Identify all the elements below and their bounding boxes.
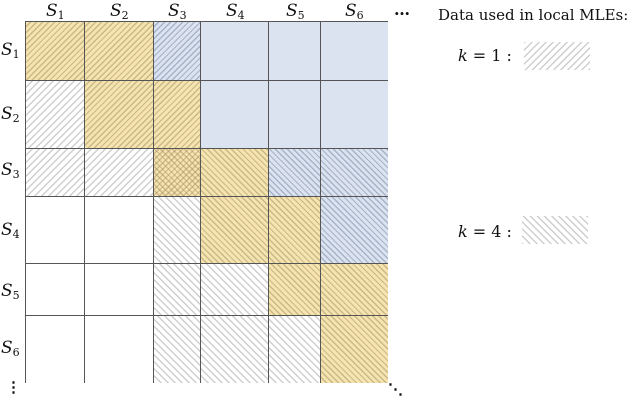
- col-label-s5: S5: [286, 1, 305, 22]
- cell-r3-c6: [320, 148, 388, 196]
- col-label-s6: S6: [345, 1, 364, 22]
- cell-r1-c5: [268, 21, 320, 80]
- cell-r3-c3: [153, 148, 200, 196]
- cell-r3-c5: [268, 148, 320, 196]
- cell-r1-c6: [320, 21, 388, 80]
- grid-hline: [25, 195, 388, 197]
- cell-r4-c5: [268, 196, 320, 263]
- legend-swatch-k4-backward-hatch: [522, 216, 588, 244]
- cell-r4-c2: [84, 196, 153, 263]
- legend-title: Data used in local MLEs:: [438, 6, 629, 24]
- diagonal-ellipsis: ⋱: [388, 380, 404, 398]
- grid-vline: [319, 21, 321, 383]
- col-label-s2: S2: [110, 1, 129, 22]
- row-label-s4: S4: [1, 220, 20, 241]
- cell-r6-c4: [200, 315, 268, 383]
- cell-r3-c4: [200, 148, 268, 196]
- cell-r4-c6: [320, 196, 388, 263]
- grid-hline: [25, 147, 388, 149]
- cell-r2-c5: [268, 80, 320, 148]
- cell-r3-c2: [84, 148, 153, 196]
- cell-r5-c5: [268, 263, 320, 315]
- grid-vline: [152, 21, 154, 383]
- cell-r2-c3: [153, 80, 200, 148]
- col-label-s3: S3: [168, 1, 187, 22]
- cell-r3-c1: [25, 148, 84, 196]
- grid-hline: [25, 20, 388, 22]
- grid-vline: [267, 21, 269, 383]
- row-label-s5: S5: [1, 281, 20, 302]
- cell-r6-c6: [320, 315, 388, 383]
- cell-r5-c1: [25, 263, 84, 315]
- col-label-s4: S4: [226, 1, 245, 22]
- cell-r2-c6: [320, 80, 388, 148]
- cell-r2-c4: [200, 80, 268, 148]
- grid-vline: [24, 21, 26, 383]
- cell-r5-c6: [320, 263, 388, 315]
- cell-r4-c3: [153, 196, 200, 263]
- row-label-s2: S2: [1, 104, 20, 125]
- cell-r4-c4: [200, 196, 268, 263]
- row-label-s1: S1: [1, 40, 20, 61]
- cell-r4-c1: [25, 196, 84, 263]
- row-ellipsis: ⋮: [6, 378, 22, 396]
- cell-r1-c1: [25, 21, 84, 80]
- grid-vline: [83, 21, 85, 383]
- column-ellipsis: …: [394, 0, 411, 19]
- cell-r2-c2: [84, 80, 153, 148]
- cell-r6-c5: [268, 315, 320, 383]
- grid-vline: [199, 21, 201, 383]
- cell-r6-c1: [25, 315, 84, 383]
- row-label-s3: S3: [1, 160, 20, 181]
- cell-r1-c3: [153, 21, 200, 80]
- grid-hline: [25, 262, 388, 264]
- grid-hline: [25, 314, 388, 316]
- legend-label-k4: k = 4 :: [458, 222, 512, 241]
- cell-r5-c3: [153, 263, 200, 315]
- grid-hline: [25, 79, 388, 81]
- cell-r6-c2: [84, 315, 153, 383]
- legend-swatch-k1-forward-hatch: [524, 42, 590, 70]
- cell-r6-c3: [153, 315, 200, 383]
- cell-r1-c2: [84, 21, 153, 80]
- cell-r1-c4: [200, 21, 268, 80]
- row-label-s6: S6: [1, 338, 20, 359]
- cell-r2-c1: [25, 80, 84, 148]
- cell-r5-c2: [84, 263, 153, 315]
- cell-r5-c4: [200, 263, 268, 315]
- legend-label-k1: k = 1 :: [458, 46, 512, 65]
- col-label-s1: S1: [46, 1, 65, 22]
